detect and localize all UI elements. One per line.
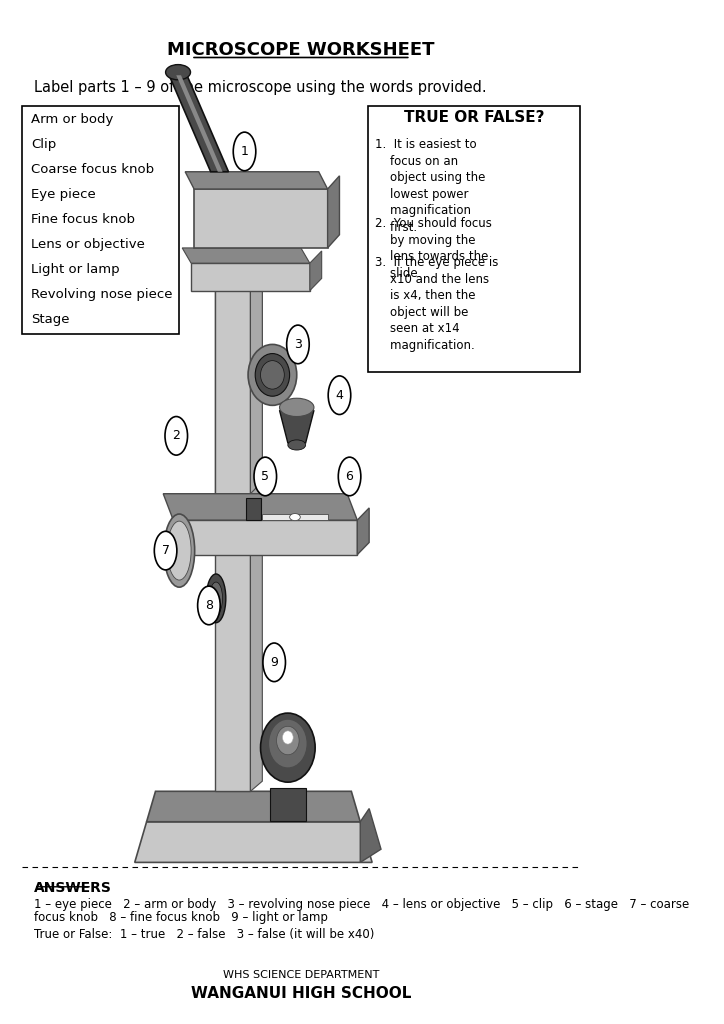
Ellipse shape (279, 398, 314, 417)
Text: Label parts 1 – 9 of the microscope using the words provided.: Label parts 1 – 9 of the microscope usin… (34, 80, 487, 95)
Polygon shape (327, 176, 340, 248)
Polygon shape (173, 520, 357, 555)
Ellipse shape (269, 719, 307, 768)
Text: 1: 1 (240, 145, 248, 158)
Polygon shape (357, 508, 369, 555)
Text: MICROSCOPE WORKSHEET: MICROSCOPE WORKSHEET (167, 41, 434, 58)
Text: 7: 7 (161, 544, 169, 557)
Polygon shape (135, 822, 372, 862)
Circle shape (338, 457, 361, 496)
Polygon shape (191, 263, 310, 291)
Text: Light or lamp: Light or lamp (31, 263, 119, 275)
Ellipse shape (248, 344, 297, 406)
Polygon shape (146, 792, 361, 822)
Ellipse shape (164, 514, 195, 587)
Text: Arm or body: Arm or body (31, 114, 113, 126)
Text: 4: 4 (335, 389, 343, 401)
Polygon shape (246, 498, 261, 520)
Ellipse shape (288, 440, 306, 450)
Text: WHS SCIENCE DEPARTMENT: WHS SCIENCE DEPARTMENT (223, 970, 379, 980)
Polygon shape (270, 788, 306, 821)
Ellipse shape (206, 574, 226, 623)
Polygon shape (215, 273, 251, 792)
Ellipse shape (166, 65, 190, 80)
Text: 6: 6 (345, 470, 353, 483)
Text: TRUE OR FALSE?: TRUE OR FALSE? (404, 111, 544, 125)
Circle shape (328, 376, 350, 415)
Circle shape (165, 417, 188, 455)
Text: 2.  You should focus
    by moving the
    lens towards the
    slide.: 2. You should focus by moving the lens t… (375, 217, 492, 280)
Ellipse shape (282, 731, 293, 744)
Circle shape (263, 643, 285, 682)
Ellipse shape (261, 360, 285, 389)
Ellipse shape (167, 521, 191, 580)
Text: Lens or objective: Lens or objective (31, 238, 145, 251)
Text: 5: 5 (261, 470, 269, 483)
Circle shape (287, 325, 309, 364)
Ellipse shape (209, 582, 222, 614)
Polygon shape (215, 273, 251, 494)
Polygon shape (163, 494, 357, 520)
Circle shape (154, 531, 177, 570)
Text: Eye piece: Eye piece (31, 188, 96, 201)
Text: Revolving nose piece: Revolving nose piece (31, 288, 172, 301)
Polygon shape (279, 411, 314, 443)
FancyBboxPatch shape (22, 105, 180, 334)
Text: 3: 3 (294, 338, 302, 351)
Polygon shape (185, 172, 327, 189)
Circle shape (198, 586, 220, 625)
Polygon shape (176, 75, 222, 172)
Text: Stage: Stage (31, 312, 70, 326)
Text: 8: 8 (205, 599, 213, 612)
Polygon shape (251, 263, 262, 494)
Polygon shape (182, 248, 310, 263)
Circle shape (233, 132, 256, 171)
FancyBboxPatch shape (368, 105, 581, 372)
Ellipse shape (277, 726, 299, 755)
Text: True or False:  1 – true   2 – false   3 – false (it will be x40): True or False: 1 – true 2 – false 3 – fa… (34, 929, 374, 941)
Ellipse shape (290, 513, 300, 520)
Text: WANGANUI HIGH SCHOOL: WANGANUI HIGH SCHOOL (190, 986, 411, 1000)
Text: Coarse focus knob: Coarse focus knob (31, 163, 154, 176)
Text: 9: 9 (270, 655, 278, 669)
Text: ANSWERS: ANSWERS (34, 881, 111, 895)
Text: focus knob   8 – fine focus knob   9 – light or lamp: focus knob 8 – fine focus knob 9 – light… (34, 911, 328, 924)
Ellipse shape (255, 353, 290, 396)
Ellipse shape (261, 713, 315, 782)
Text: 2: 2 (172, 429, 180, 442)
Polygon shape (251, 263, 262, 792)
Polygon shape (169, 75, 229, 172)
Polygon shape (194, 189, 327, 248)
Text: 3.  If the eye piece is
    x10 and the lens
    is x4, then the
    object will: 3. If the eye piece is x10 and the lens … (375, 256, 498, 351)
Text: 1 – eye piece   2 – arm or body   3 – revolving nose piece   4 – lens or objecti: 1 – eye piece 2 – arm or body 3 – revolv… (34, 898, 689, 911)
Polygon shape (262, 514, 327, 520)
Text: Clip: Clip (31, 138, 56, 152)
Text: 1.  It is easiest to
    focus on an
    object using the
    lowest power
    m: 1. It is easiest to focus on an object u… (375, 138, 486, 233)
Polygon shape (310, 251, 321, 291)
Polygon shape (361, 809, 381, 862)
Circle shape (254, 457, 277, 496)
Text: Fine focus knob: Fine focus knob (31, 213, 135, 226)
